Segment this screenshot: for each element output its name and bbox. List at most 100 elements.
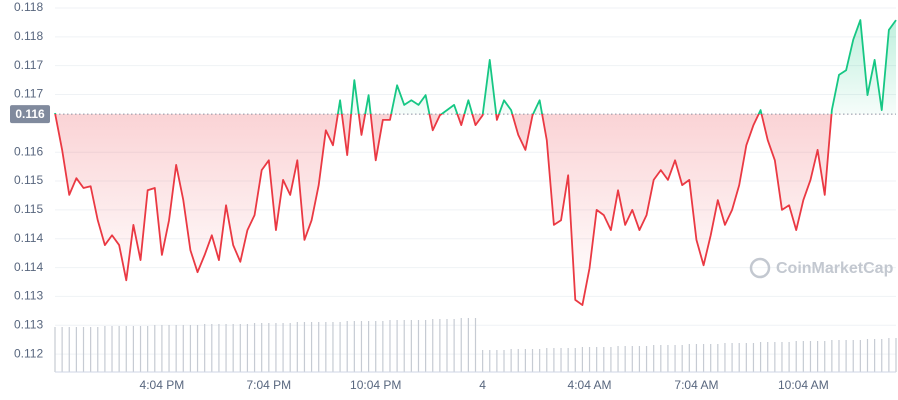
volume-bar [482, 350, 484, 372]
volume-bar [275, 323, 277, 372]
x-tick-label: 4 [479, 378, 486, 392]
volume-bar [638, 346, 641, 372]
volume-bar [182, 325, 184, 372]
volume-bar [446, 319, 448, 372]
volume-bar [168, 325, 170, 372]
volume-bar [881, 339, 883, 372]
volume-bar [539, 349, 541, 372]
volume-bar [261, 323, 263, 372]
x-tick-label: 10:04 AM [778, 378, 829, 392]
y-tick-label: 0.118 [14, 0, 43, 14]
volume-bar [774, 342, 776, 372]
y-tick-label: 0.113 [14, 317, 43, 331]
volume-bar [731, 343, 733, 372]
volume-bar [147, 326, 149, 372]
volume-bar [453, 319, 455, 372]
volume-bar [360, 321, 363, 372]
volume-bar [189, 325, 192, 372]
volume-bar [90, 327, 92, 372]
baseline-label-box [10, 105, 50, 124]
volume-bar [268, 323, 270, 372]
volume-bar [125, 326, 127, 372]
x-tick-label: 4:04 PM [140, 378, 185, 392]
volume-bar [510, 349, 512, 372]
volume-bar [175, 325, 177, 372]
volume-bar [624, 346, 626, 372]
volume-bar [710, 344, 712, 372]
volume-bar [118, 326, 120, 372]
volume-bar [795, 341, 797, 372]
volume-bar [838, 340, 840, 372]
volume-bar [218, 324, 220, 372]
volume-bar [339, 322, 341, 372]
watermark: CoinMarketCap [749, 257, 894, 279]
volume-bar [702, 344, 705, 372]
y-tick-label: 0.115 [14, 173, 43, 187]
watermark-logo [749, 257, 771, 279]
volume-bar [745, 343, 747, 372]
volume-bar [809, 341, 812, 372]
volume-bar [631, 346, 633, 372]
volume-bar [681, 345, 683, 372]
volume-bar [553, 348, 555, 372]
y-tick-label: 0.117 [14, 87, 43, 101]
volume-bar [303, 322, 306, 372]
volume-bar [781, 342, 783, 372]
y-tick-label: 0.114 [14, 260, 43, 274]
volume-bar [318, 322, 320, 372]
volume-bar [54, 327, 56, 372]
volume-bar [104, 326, 106, 372]
volume-bar [674, 345, 676, 372]
volume-bar [425, 320, 427, 372]
volume-bar [460, 318, 462, 372]
x-tick-label: 10:04 PM [350, 378, 401, 392]
volume-bar [332, 322, 334, 372]
y-tick-label: 0.117 [14, 58, 43, 72]
volume-bar [310, 322, 313, 372]
volume-bar [196, 325, 199, 372]
volume-bar [97, 327, 99, 372]
volume-bar [617, 346, 619, 372]
volume-bar [68, 327, 70, 372]
volume-bar [325, 322, 327, 372]
volume-bar [132, 326, 134, 372]
volume-bar [367, 321, 370, 372]
volume-bar [75, 327, 77, 372]
y-tick-label: 0.114 [14, 231, 43, 245]
volume-bar [82, 327, 85, 372]
volume-bar [653, 345, 655, 372]
volume-bar [831, 340, 833, 372]
volume-bar [788, 342, 790, 372]
volume-bar [154, 325, 156, 372]
volume-bar [752, 343, 755, 372]
volume-bar [874, 339, 876, 372]
y-tick-label: 0.113 [14, 289, 43, 303]
volume-bar [225, 324, 227, 372]
volume-bar [161, 325, 163, 372]
volume-bar [596, 347, 598, 372]
volume-bar [111, 326, 113, 372]
volume-bar [396, 320, 398, 372]
baseline-label: 0.116 [15, 107, 45, 121]
volume-bar [346, 321, 348, 372]
price-area [55, 20, 896, 306]
volume-bar [296, 322, 298, 372]
volume-bar [859, 340, 861, 372]
volume-bar [531, 349, 534, 372]
volume-bar [688, 344, 690, 372]
volume-bar [282, 323, 284, 372]
volume-bar [204, 324, 206, 372]
volume-bar [382, 321, 384, 372]
volume-bar [645, 346, 648, 372]
volume-bar [253, 323, 256, 372]
volume-bar [61, 327, 63, 372]
volume-bar [845, 340, 847, 372]
y-tick-label: 0.118 [14, 29, 43, 43]
volume-bar [759, 342, 762, 372]
volume-bar [560, 348, 562, 372]
volume-bar [852, 340, 854, 372]
volume-bar [588, 347, 591, 372]
volume-bar [567, 348, 569, 372]
volume-bar [517, 349, 519, 372]
